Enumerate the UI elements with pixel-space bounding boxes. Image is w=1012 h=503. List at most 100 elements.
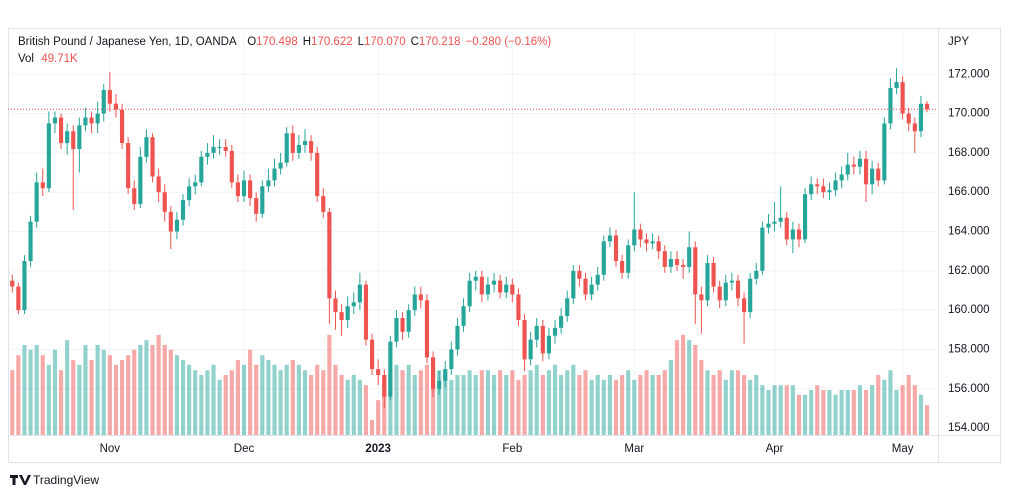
candle-body [89,117,94,124]
candle-body [290,133,295,153]
candle-body [168,211,173,232]
volume-bar [644,370,649,435]
candle-body [559,316,564,328]
volume-bar [254,364,259,435]
candle-body [302,141,308,146]
volume-bar [296,364,301,435]
candle-body [699,294,704,301]
candle-body [187,186,192,201]
candle-body [516,294,521,320]
candle-body [369,339,375,370]
candle-body [534,325,539,340]
volume-bar [156,334,161,435]
candle-body [254,198,259,214]
volume-bar [333,364,338,435]
volume-bar [119,360,125,435]
candle-body [83,117,88,126]
candle-body [10,280,15,287]
volume-bar [278,370,283,435]
volume-bar [101,349,106,435]
volume-bar [735,370,741,435]
logo: TradingView [10,473,99,487]
candle-body [766,223,771,228]
volume-bar [467,370,472,435]
candle-body [46,123,51,189]
volume-bar [687,340,692,435]
volume-bar [351,375,356,435]
volume-bar [485,370,491,435]
volume-value: 49.71K [41,53,78,65]
candle-body [34,182,39,222]
volume-bar [235,360,240,435]
candle-body [851,164,856,167]
volume-bar [632,379,637,435]
volume-bar [571,364,576,435]
candle-body [504,284,509,293]
volume-bar [272,364,277,435]
ohlc-field-value: 170.498 [256,36,298,48]
candle-body [821,186,826,193]
volume-bar [498,370,503,435]
candle-body [65,131,70,144]
candle-body [327,211,332,299]
candle-body [272,168,277,181]
candle-body [150,137,155,177]
volume-bar [107,355,112,435]
volume-bar [516,379,521,435]
volume-bar [266,360,271,435]
candle-body [589,284,594,295]
candle-body [363,284,369,340]
candle-body [681,264,686,267]
candle-body [412,294,417,311]
volume-bar [815,385,820,435]
candle-body [870,168,875,185]
volume-bar [552,364,558,435]
candle-body [522,319,527,360]
candle-body [876,168,881,181]
candle-body [248,180,253,199]
candle-body [180,200,186,220]
candle-body [455,325,460,350]
volume-bar [662,370,667,435]
symbol: British Pound / Japanese Yen, 1D, OANDA [18,36,237,48]
candle-body [132,188,137,204]
candle-body [894,82,899,88]
volume-bar [327,334,332,435]
candle-body [400,318,405,332]
candle-body [144,137,149,157]
candle-body [772,221,777,224]
x-tick-label: May [892,443,914,455]
volume-bar [52,349,58,435]
volume-bar [455,375,460,435]
candle-body [485,284,491,295]
candle-body [174,219,179,232]
volume-bar [510,370,515,435]
volume-bar [315,364,320,435]
volume-bar [638,375,643,435]
volume-pane [10,334,930,435]
volume-bar [613,379,619,435]
volume-bar [28,349,33,435]
volume-bar [900,385,905,435]
volume-bar [406,364,411,435]
volume-bar [924,405,930,435]
volume-bar [589,379,594,435]
y-tick-label: 158.000 [948,344,990,356]
y-tick-label: 154.000 [948,422,990,434]
candle-body [278,162,283,169]
volume-bar [540,375,545,435]
volume-bar [821,390,826,435]
volume-bar [412,375,417,435]
candle-body [376,369,381,376]
candle-body [668,259,673,267]
candle-body [760,227,765,271]
candle-body [162,192,167,212]
candle-body [394,318,399,342]
candle-body [827,190,832,193]
volume-bar [717,370,722,435]
ohlc-field-label: O [247,36,256,48]
volume-bar [357,379,362,435]
y-tick-label: 156.000 [948,383,990,395]
candle-body [223,146,228,151]
candle-body [77,125,82,149]
